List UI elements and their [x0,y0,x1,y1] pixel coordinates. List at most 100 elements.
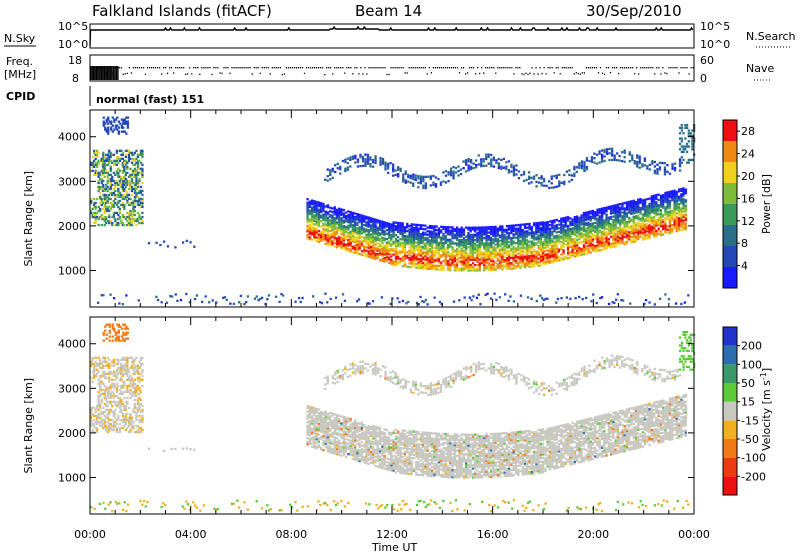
freq-mark [672,67,674,69]
heatmap-cell [378,234,382,237]
heatmap-cell [408,235,411,238]
heatmap-cell [671,227,674,230]
heatmap-cell [614,220,617,223]
heatmap-cell [673,196,676,199]
heatmap-cell [467,260,470,263]
heatmap-cell [340,245,343,248]
heatmap-cell [99,197,102,201]
heatmap-cell [462,253,465,256]
heatmap-cell [562,240,565,243]
heatmap-cell [653,230,656,233]
heatmap-cell [521,250,524,253]
heatmap-cell [691,137,694,140]
heatmap-cell [523,225,527,228]
freq-mark [523,73,525,76]
heatmap-cell [114,181,117,185]
heatmap-cell [560,226,563,229]
heatmap-cell [564,223,567,226]
heatmap-cell [611,147,614,150]
heatmap-cell [474,251,477,254]
heatmap-cell [673,205,676,208]
freq-mark [96,66,98,80]
heatmap-cell [424,242,427,245]
heatmap-cell [551,221,554,224]
heatmap-cell [476,247,479,251]
heatmap-cell [103,223,106,227]
heatmap-cell [367,228,370,232]
heatmap-cell [537,264,540,267]
heatmap-cell [433,260,436,264]
heatmap-cell [678,161,682,164]
heatmap-cell [129,151,132,154]
heatmap-cell [657,227,660,230]
heatmap-cell [367,234,370,237]
heatmap-cell [460,247,463,251]
heatmap-cell [589,242,592,245]
freq-mark [297,67,300,69]
heatmap-cell [415,236,418,239]
heatmap-cell [623,209,626,212]
heatmap-cell [641,199,644,202]
heatmap-cell [512,227,515,231]
heatmap-cell [417,177,420,180]
heatmap-cell [569,233,572,236]
heatmap-cell [440,266,443,269]
heatmap-cell [578,238,581,241]
heatmap-cell [616,219,619,222]
heatmap-cell [390,258,393,262]
heatmap-cell [419,179,422,183]
heatmap-cell [322,227,325,231]
heatmap-cell [555,231,558,234]
heatmap-cell [132,171,135,174]
heatmap-cell [313,237,316,240]
heatmap-cell [90,209,93,213]
freq-mark [461,67,463,69]
heatmap-cell [477,163,480,166]
heatmap-cell [333,211,336,214]
heatmap-cell [490,162,493,165]
heatmap-cell [424,251,427,254]
heatmap-cell [546,246,549,249]
heatmap-cell [608,147,611,151]
heatmap-cell [110,120,113,123]
heatmap-cell [641,227,644,230]
heatmap-cell [562,234,565,238]
heatmap-cell [542,262,545,265]
heatmap-cell [376,219,379,222]
freq-mark [481,67,483,69]
heatmap-cell [582,233,586,236]
heatmap-cell [659,230,663,233]
heatmap-cell [480,231,484,234]
heatmap-cell [105,153,108,156]
heatmap-cell [620,299,623,302]
heatmap-cell [471,235,475,238]
heatmap-cell [537,236,540,239]
heatmap-cell [580,253,583,256]
heatmap-cell [412,173,415,176]
heatmap-cell [458,253,461,256]
heatmap-cell [115,157,118,160]
heatmap-cell [485,260,488,263]
colorbar-tick-label: 24 [741,148,755,161]
heatmap-cell [123,177,126,181]
freq-mark [599,67,602,69]
heatmap-cell [469,265,472,269]
heatmap-cell [530,181,533,184]
heatmap-cell [530,240,533,243]
heatmap-cell [666,198,669,201]
heatmap-cell [603,207,606,210]
heatmap-cell [614,241,617,244]
heatmap-cell [582,215,586,218]
heatmap-cell [485,267,488,270]
heatmap-cell [417,240,420,243]
heatmap-cell [372,235,375,238]
heatmap-cell [544,253,547,256]
heatmap-cell [508,237,511,240]
heatmap-cell [489,265,493,268]
heatmap-cell [317,205,321,208]
heatmap-cell [378,227,382,230]
heatmap-cell [127,175,131,178]
heatmap-cell [682,205,685,208]
heatmap-cell [108,213,111,217]
heatmap-cell [326,241,330,244]
